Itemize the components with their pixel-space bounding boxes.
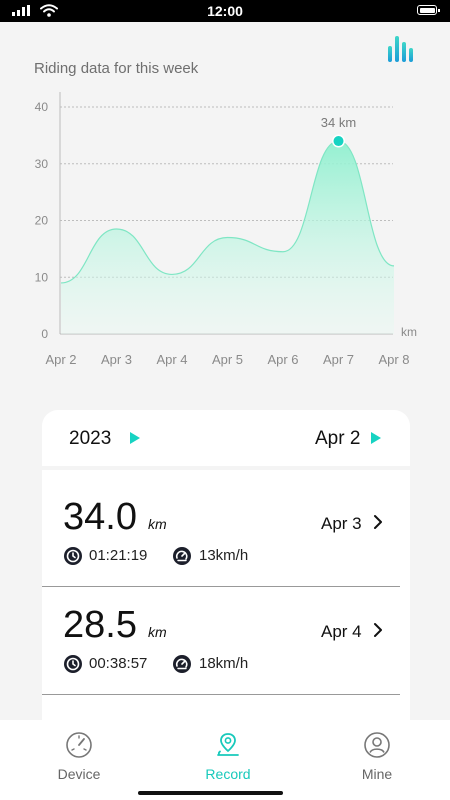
- x-tick-label: Apr 8: [378, 352, 409, 367]
- ride-distance: 28.5: [63, 604, 137, 646]
- chart-title: Riding data for this week: [34, 60, 199, 77]
- ride-item[interactable]: 28.5 km Apr 4 00:38:57 18km/h: [42, 578, 410, 686]
- y-tick-label: 10: [35, 270, 49, 284]
- y-tick-label: 40: [35, 100, 49, 114]
- status-time: 12:00: [207, 3, 243, 19]
- bar-chart-icon[interactable]: [386, 34, 416, 62]
- x-tick-label: Apr 5: [212, 352, 243, 367]
- ride-duration: 01:21:19: [89, 547, 148, 564]
- x-tick-label: Apr 2: [45, 352, 76, 367]
- divider: [42, 694, 400, 695]
- ride-list: 34.0 km Apr 3 01:21:19 13km/h 28.5 km Ap…: [42, 470, 410, 720]
- tab-device[interactable]: Device: [4, 720, 154, 800]
- tab-label: Mine: [361, 766, 393, 782]
- ride-speed: 13km/h: [199, 547, 249, 564]
- speed-icon: [173, 655, 191, 673]
- battery-icon: [417, 5, 440, 15]
- tab-label: Device: [57, 766, 101, 782]
- highlight-data-label: 34 km: [321, 115, 356, 130]
- tab-mine[interactable]: Mine: [302, 720, 450, 800]
- date-selector[interactable]: Apr 2: [315, 428, 361, 449]
- series-line: [60, 140, 395, 284]
- ride-speed: 18km/h: [199, 655, 249, 672]
- tab-bar: Device Record Mine: [0, 720, 450, 800]
- speed-icon: [173, 547, 191, 565]
- chevron-right-icon[interactable]: [373, 514, 383, 530]
- ride-distance: 34.0: [63, 496, 137, 538]
- clock-icon: [64, 547, 82, 565]
- tab-label: Record: [205, 766, 251, 782]
- y-tick-label: 0: [41, 327, 48, 341]
- location-pin-icon: [217, 733, 239, 756]
- ride-date: Apr 4: [321, 622, 362, 641]
- home-indicator: [138, 791, 283, 795]
- ride-item[interactable]: 34.0 km Apr 3 01:21:19 13km/h: [42, 470, 410, 578]
- date-selector-card: 2023 Apr 2: [42, 410, 410, 466]
- divider: [42, 586, 400, 587]
- weekly-riding-chart: 0 10 20 30 40 Apr 2 Apr 3 Apr 4 Apr 5 Apr 6 Apr 7 A…: [35, 92, 417, 367]
- signal-icon: [12, 5, 30, 16]
- x-tick-label: Apr 4: [156, 352, 187, 367]
- year-selector[interactable]: 2023: [69, 428, 112, 449]
- clock-icon: [64, 655, 82, 673]
- x-tick-label: Apr 3: [101, 352, 132, 367]
- x-axis-unit-label: km: [401, 325, 417, 339]
- ride-distance-unit: km: [148, 516, 167, 532]
- tab-record[interactable]: Record: [153, 720, 303, 800]
- series-area: [61, 141, 394, 334]
- y-tick-label: 30: [35, 157, 49, 171]
- highlight-point: [333, 136, 344, 147]
- chevron-right-icon[interactable]: [373, 622, 383, 638]
- x-tick-label: Apr 6: [267, 352, 298, 367]
- x-tick-label: Apr 7: [323, 352, 354, 367]
- y-tick-label: 20: [35, 214, 49, 228]
- ride-duration: 00:38:57: [89, 655, 148, 672]
- user-icon: [364, 732, 390, 758]
- ride-date: Apr 3: [321, 514, 362, 533]
- date-arrow-icon[interactable]: [371, 432, 381, 444]
- wifi-icon: [40, 4, 58, 17]
- year-arrow-icon[interactable]: [130, 432, 140, 444]
- status-bar: 12:00: [0, 0, 450, 22]
- speedometer-icon: [66, 732, 92, 758]
- ride-distance-unit: km: [148, 624, 167, 640]
